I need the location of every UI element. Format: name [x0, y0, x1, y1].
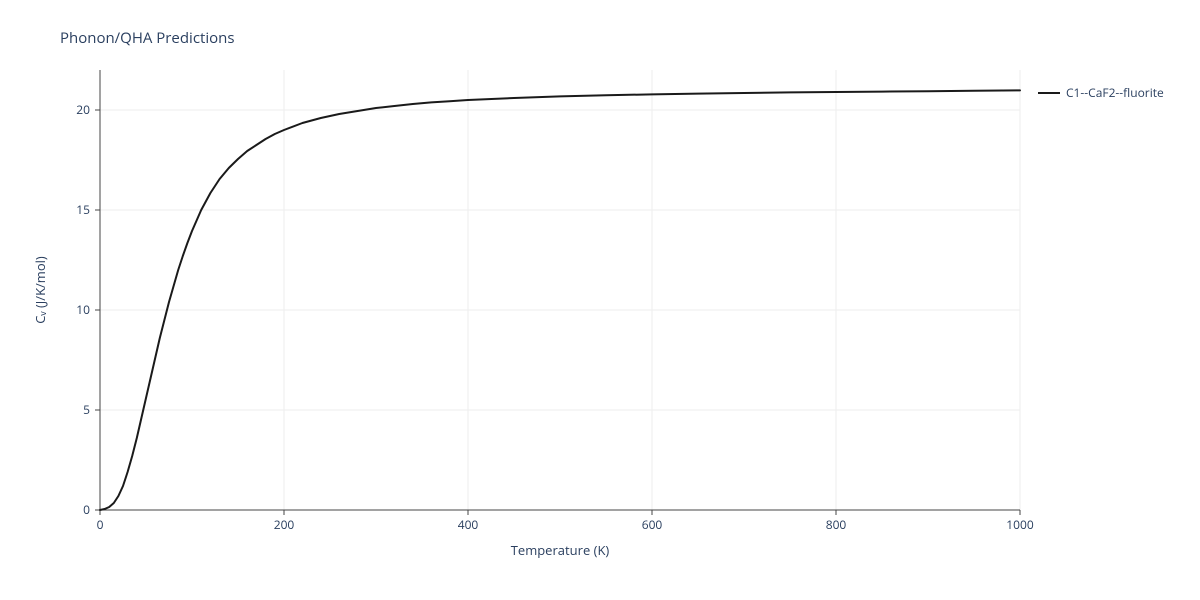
axes	[100, 70, 1020, 510]
x-tick-label: 600	[642, 516, 663, 533]
legend[interactable]: C1--CaF2--fluorite	[1038, 84, 1164, 101]
y-tick-label: 20	[76, 101, 90, 118]
x-tick-label: 1000	[1006, 516, 1034, 533]
y-tick-label: 15	[76, 201, 90, 218]
series-line	[100, 90, 1020, 510]
data-series	[100, 90, 1020, 510]
axis-labels: Temperature (K) Cᵥ (J/K/mol)	[31, 256, 609, 559]
legend-label: C1--CaF2--fluorite	[1066, 84, 1164, 101]
chart-title: Phonon/QHA Predictions	[60, 28, 235, 48]
legend-swatch	[1038, 92, 1060, 94]
x-tick-label: 800	[826, 516, 847, 533]
tick-marks: 0 200 400 600 800 1000 0 5 10 15 20	[76, 101, 1034, 533]
x-axis-label: Temperature (K)	[511, 541, 610, 559]
chart-svg: 0 200 400 600 800 1000 0 5 10 15 20 Temperature (K…	[0, 0, 1200, 600]
x-tick-label: 200	[274, 516, 295, 533]
y-axis-label: Cᵥ (J/K/mol)	[31, 256, 49, 324]
grid-lines	[100, 70, 1020, 510]
chart-container: Phonon/QHA Predictions 02004006008001000…	[0, 0, 1200, 600]
y-tick-label: 5	[83, 401, 90, 418]
x-tick-label: 0	[97, 516, 104, 533]
x-tick-label: 400	[458, 516, 479, 533]
y-tick-label: 0	[83, 501, 90, 518]
y-tick-label: 10	[76, 301, 90, 318]
